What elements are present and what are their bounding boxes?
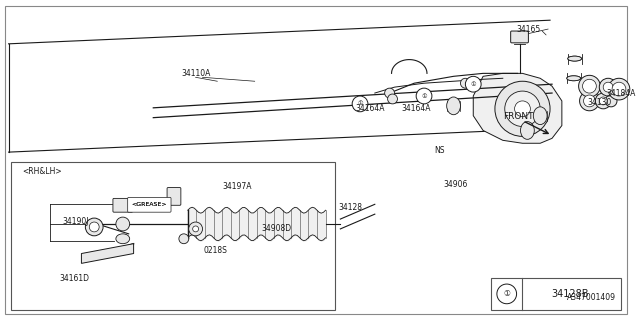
Text: <GREASE>: <GREASE> (132, 202, 167, 207)
Circle shape (599, 78, 617, 96)
Text: 34165: 34165 (516, 25, 540, 34)
Circle shape (505, 91, 540, 126)
Ellipse shape (567, 76, 580, 81)
Circle shape (604, 82, 613, 92)
Circle shape (85, 218, 103, 236)
FancyBboxPatch shape (128, 197, 171, 212)
Ellipse shape (447, 97, 460, 115)
Text: 34184A: 34184A (606, 89, 636, 98)
Circle shape (116, 217, 130, 231)
Bar (491, 278, 621, 310)
Text: 34164A: 34164A (355, 104, 385, 113)
Text: 34130: 34130 (588, 98, 612, 108)
Circle shape (416, 88, 432, 104)
Text: 34128B: 34128B (551, 289, 589, 299)
Text: NS: NS (434, 146, 444, 155)
Circle shape (584, 95, 595, 107)
Circle shape (385, 88, 394, 98)
Circle shape (612, 82, 626, 96)
Circle shape (388, 94, 397, 104)
Circle shape (608, 78, 630, 100)
FancyBboxPatch shape (167, 188, 181, 205)
Text: 34161D: 34161D (60, 274, 90, 283)
Circle shape (189, 222, 202, 236)
Bar (10, 162, 335, 310)
Circle shape (495, 81, 550, 136)
Circle shape (582, 79, 596, 93)
FancyBboxPatch shape (113, 198, 132, 212)
Text: <GREASE>: <GREASE> (132, 202, 167, 207)
Circle shape (605, 95, 617, 107)
Ellipse shape (568, 56, 582, 61)
Circle shape (579, 75, 600, 97)
Circle shape (179, 234, 189, 244)
Text: ①: ① (357, 101, 363, 106)
Text: 34128: 34128 (338, 203, 362, 212)
Circle shape (515, 101, 531, 117)
Text: 34908D: 34908D (261, 224, 291, 233)
Text: ①: ① (503, 289, 510, 298)
Ellipse shape (533, 107, 547, 124)
Ellipse shape (567, 76, 580, 81)
Circle shape (352, 96, 368, 112)
Text: FRONT: FRONT (503, 112, 533, 121)
Ellipse shape (520, 122, 534, 139)
Circle shape (465, 76, 481, 92)
Text: 0218S: 0218S (204, 246, 227, 255)
Text: 34906: 34906 (444, 180, 468, 189)
Ellipse shape (568, 56, 582, 61)
Text: A347001409: A347001409 (567, 293, 616, 302)
Circle shape (497, 284, 516, 304)
Polygon shape (473, 73, 562, 143)
Circle shape (90, 222, 99, 232)
FancyBboxPatch shape (511, 31, 529, 43)
Text: 34110A: 34110A (181, 69, 211, 78)
Text: 34190J: 34190J (63, 217, 90, 226)
Ellipse shape (116, 234, 130, 244)
Circle shape (193, 226, 198, 232)
Text: 34164A: 34164A (401, 104, 431, 113)
Circle shape (595, 93, 611, 109)
Circle shape (460, 78, 470, 88)
Circle shape (580, 91, 599, 111)
Circle shape (599, 97, 607, 105)
Text: ①: ① (470, 82, 476, 87)
Polygon shape (81, 244, 134, 263)
Text: ①: ① (421, 93, 427, 99)
Text: 34197A: 34197A (222, 182, 252, 191)
Text: <RH&LH>: <RH&LH> (22, 167, 62, 176)
